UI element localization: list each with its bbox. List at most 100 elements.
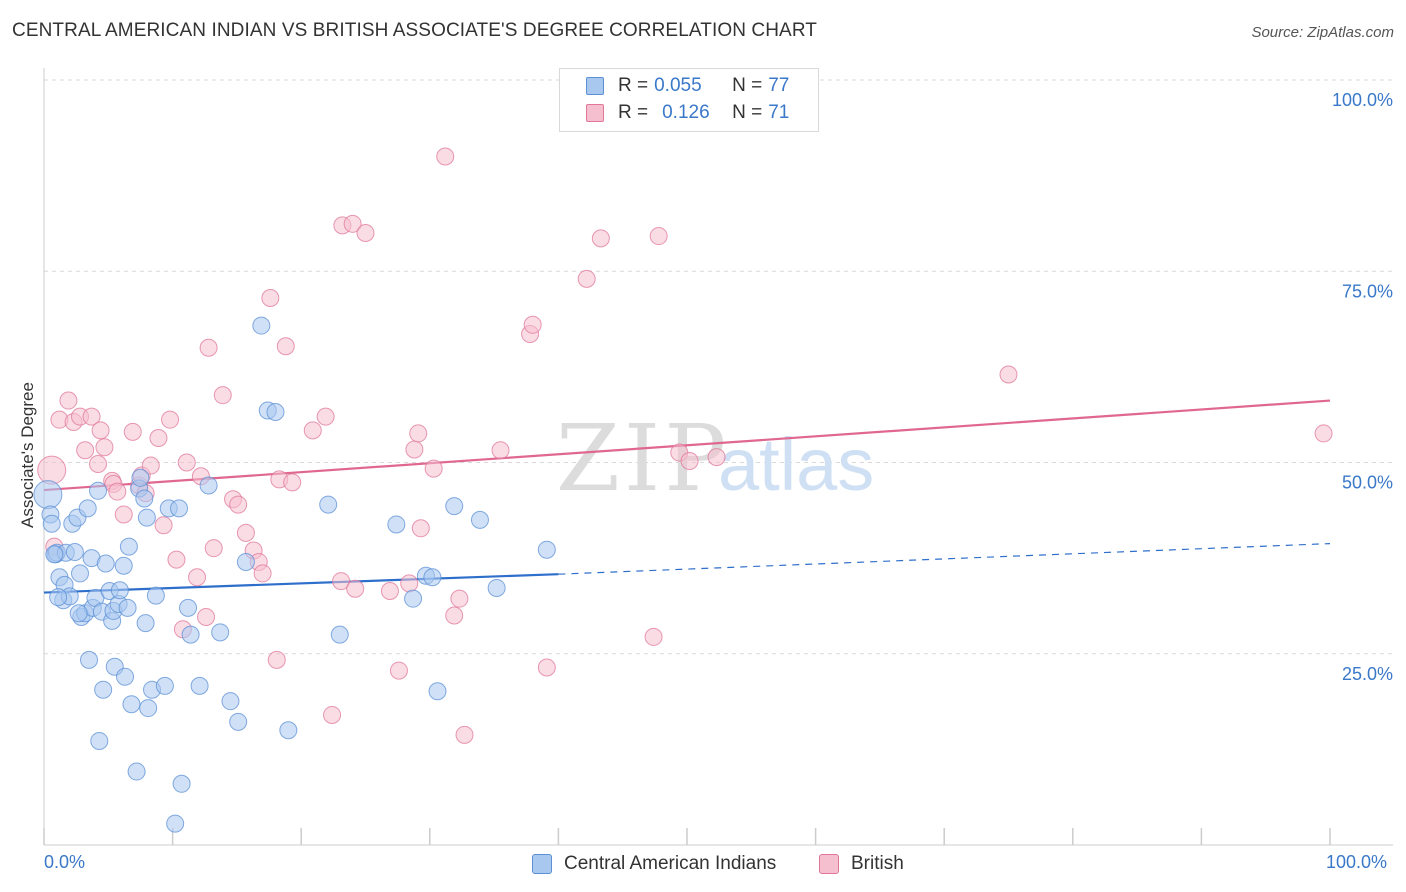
british-point [213, 386, 232, 405]
british-point [177, 453, 196, 472]
british-point [537, 658, 556, 677]
central-american-point [279, 721, 298, 740]
legend-n-value: 77 [768, 75, 790, 96]
central-american-point [65, 543, 84, 562]
trend-lines [43, 399, 1331, 594]
central-american-point [166, 814, 185, 833]
british-point [323, 705, 342, 724]
central-american-point [135, 489, 154, 508]
central-american-point [127, 762, 146, 781]
central-american-point [170, 499, 189, 518]
central-american-point [211, 623, 230, 642]
legend-r-label: R = [618, 75, 649, 96]
central-american-point [94, 680, 113, 699]
central-american-point [252, 316, 271, 335]
x-axis-min-label: 0.0% [44, 852, 86, 872]
central-american-point [172, 774, 191, 793]
series-swatch-british [819, 854, 839, 874]
central-american-point [90, 731, 109, 750]
data-points [33, 147, 1333, 833]
central-american-point [119, 537, 138, 556]
british-point [680, 451, 699, 470]
british-point [283, 473, 302, 492]
central-american-point [116, 667, 135, 686]
legend-n-label: N = [732, 102, 763, 123]
y-tick-label: 50.0% [1342, 473, 1393, 493]
british-point [389, 661, 408, 680]
british-point [409, 424, 428, 443]
watermark-zip: ZIP [556, 405, 730, 512]
central-american-point [122, 695, 141, 714]
central-american-point [118, 598, 137, 617]
central-american-point [131, 468, 150, 487]
british-point [253, 564, 272, 583]
legend-row-central-american: R = 0.055 N = 77 [586, 73, 789, 99]
central-american-point [96, 554, 115, 573]
central-american-point [69, 604, 88, 623]
british-point [199, 338, 218, 357]
british-point [316, 407, 335, 426]
y-tick-labels: 100.0% 75.0% 50.0% 25.0% [1332, 90, 1393, 684]
british-point [436, 147, 455, 166]
british-point [450, 589, 469, 608]
series-label-central-american: Central American Indians [564, 853, 777, 874]
british-point [141, 456, 160, 475]
central-american-trend-line [43, 573, 559, 594]
central-american-point [181, 625, 200, 644]
british-point [197, 608, 216, 627]
y-tick-label: 75.0% [1342, 281, 1393, 301]
british-point [445, 606, 464, 625]
central-american-point [423, 568, 442, 587]
series-swatch-central-american [532, 854, 552, 874]
british-point [89, 455, 108, 474]
british-point [411, 519, 430, 538]
axes [43, 68, 1393, 846]
central-american-point [136, 614, 155, 633]
central-american-point [110, 581, 129, 600]
british-point [455, 725, 474, 744]
central-american-point [428, 682, 447, 701]
watermark-atlas: atlas [718, 423, 874, 506]
central-american-point [470, 510, 489, 529]
central-american-point [221, 692, 240, 711]
british-point [400, 574, 419, 593]
british-point [204, 539, 223, 558]
british-point [95, 438, 114, 457]
british-point [1314, 424, 1333, 443]
central-american-point [78, 499, 97, 518]
british-point [267, 650, 286, 669]
central-american-point [71, 564, 90, 583]
central-american-point [146, 586, 165, 605]
british-point [380, 582, 399, 601]
british-point [167, 550, 186, 569]
british-point [188, 568, 207, 587]
central-american-point [404, 589, 423, 608]
british-point [346, 579, 365, 598]
british-point [276, 337, 295, 356]
british-point [523, 315, 542, 334]
british-point [149, 429, 168, 448]
british-point [108, 482, 127, 501]
legend-swatch-central-american [586, 77, 604, 95]
british-point [261, 289, 280, 308]
british-point [424, 459, 443, 478]
central-american-point [45, 545, 64, 564]
british-point [343, 214, 362, 233]
british-point [491, 441, 510, 460]
british-point [405, 440, 424, 459]
central-american-point [319, 495, 338, 514]
british-point [577, 269, 596, 288]
british-point [644, 627, 663, 646]
british-point [161, 410, 180, 429]
british-point [114, 505, 133, 524]
central-american-point [155, 676, 174, 695]
central-american-point [137, 508, 156, 527]
british-point [82, 407, 101, 426]
legend-row-british: R = 0.126 N = 71 [586, 100, 789, 126]
british-point [229, 495, 248, 514]
british-point [154, 516, 173, 535]
british-trend-line [43, 399, 1331, 492]
series-legend-central-american: Central American Indians [532, 851, 776, 877]
series-legend-british: British [819, 851, 904, 877]
